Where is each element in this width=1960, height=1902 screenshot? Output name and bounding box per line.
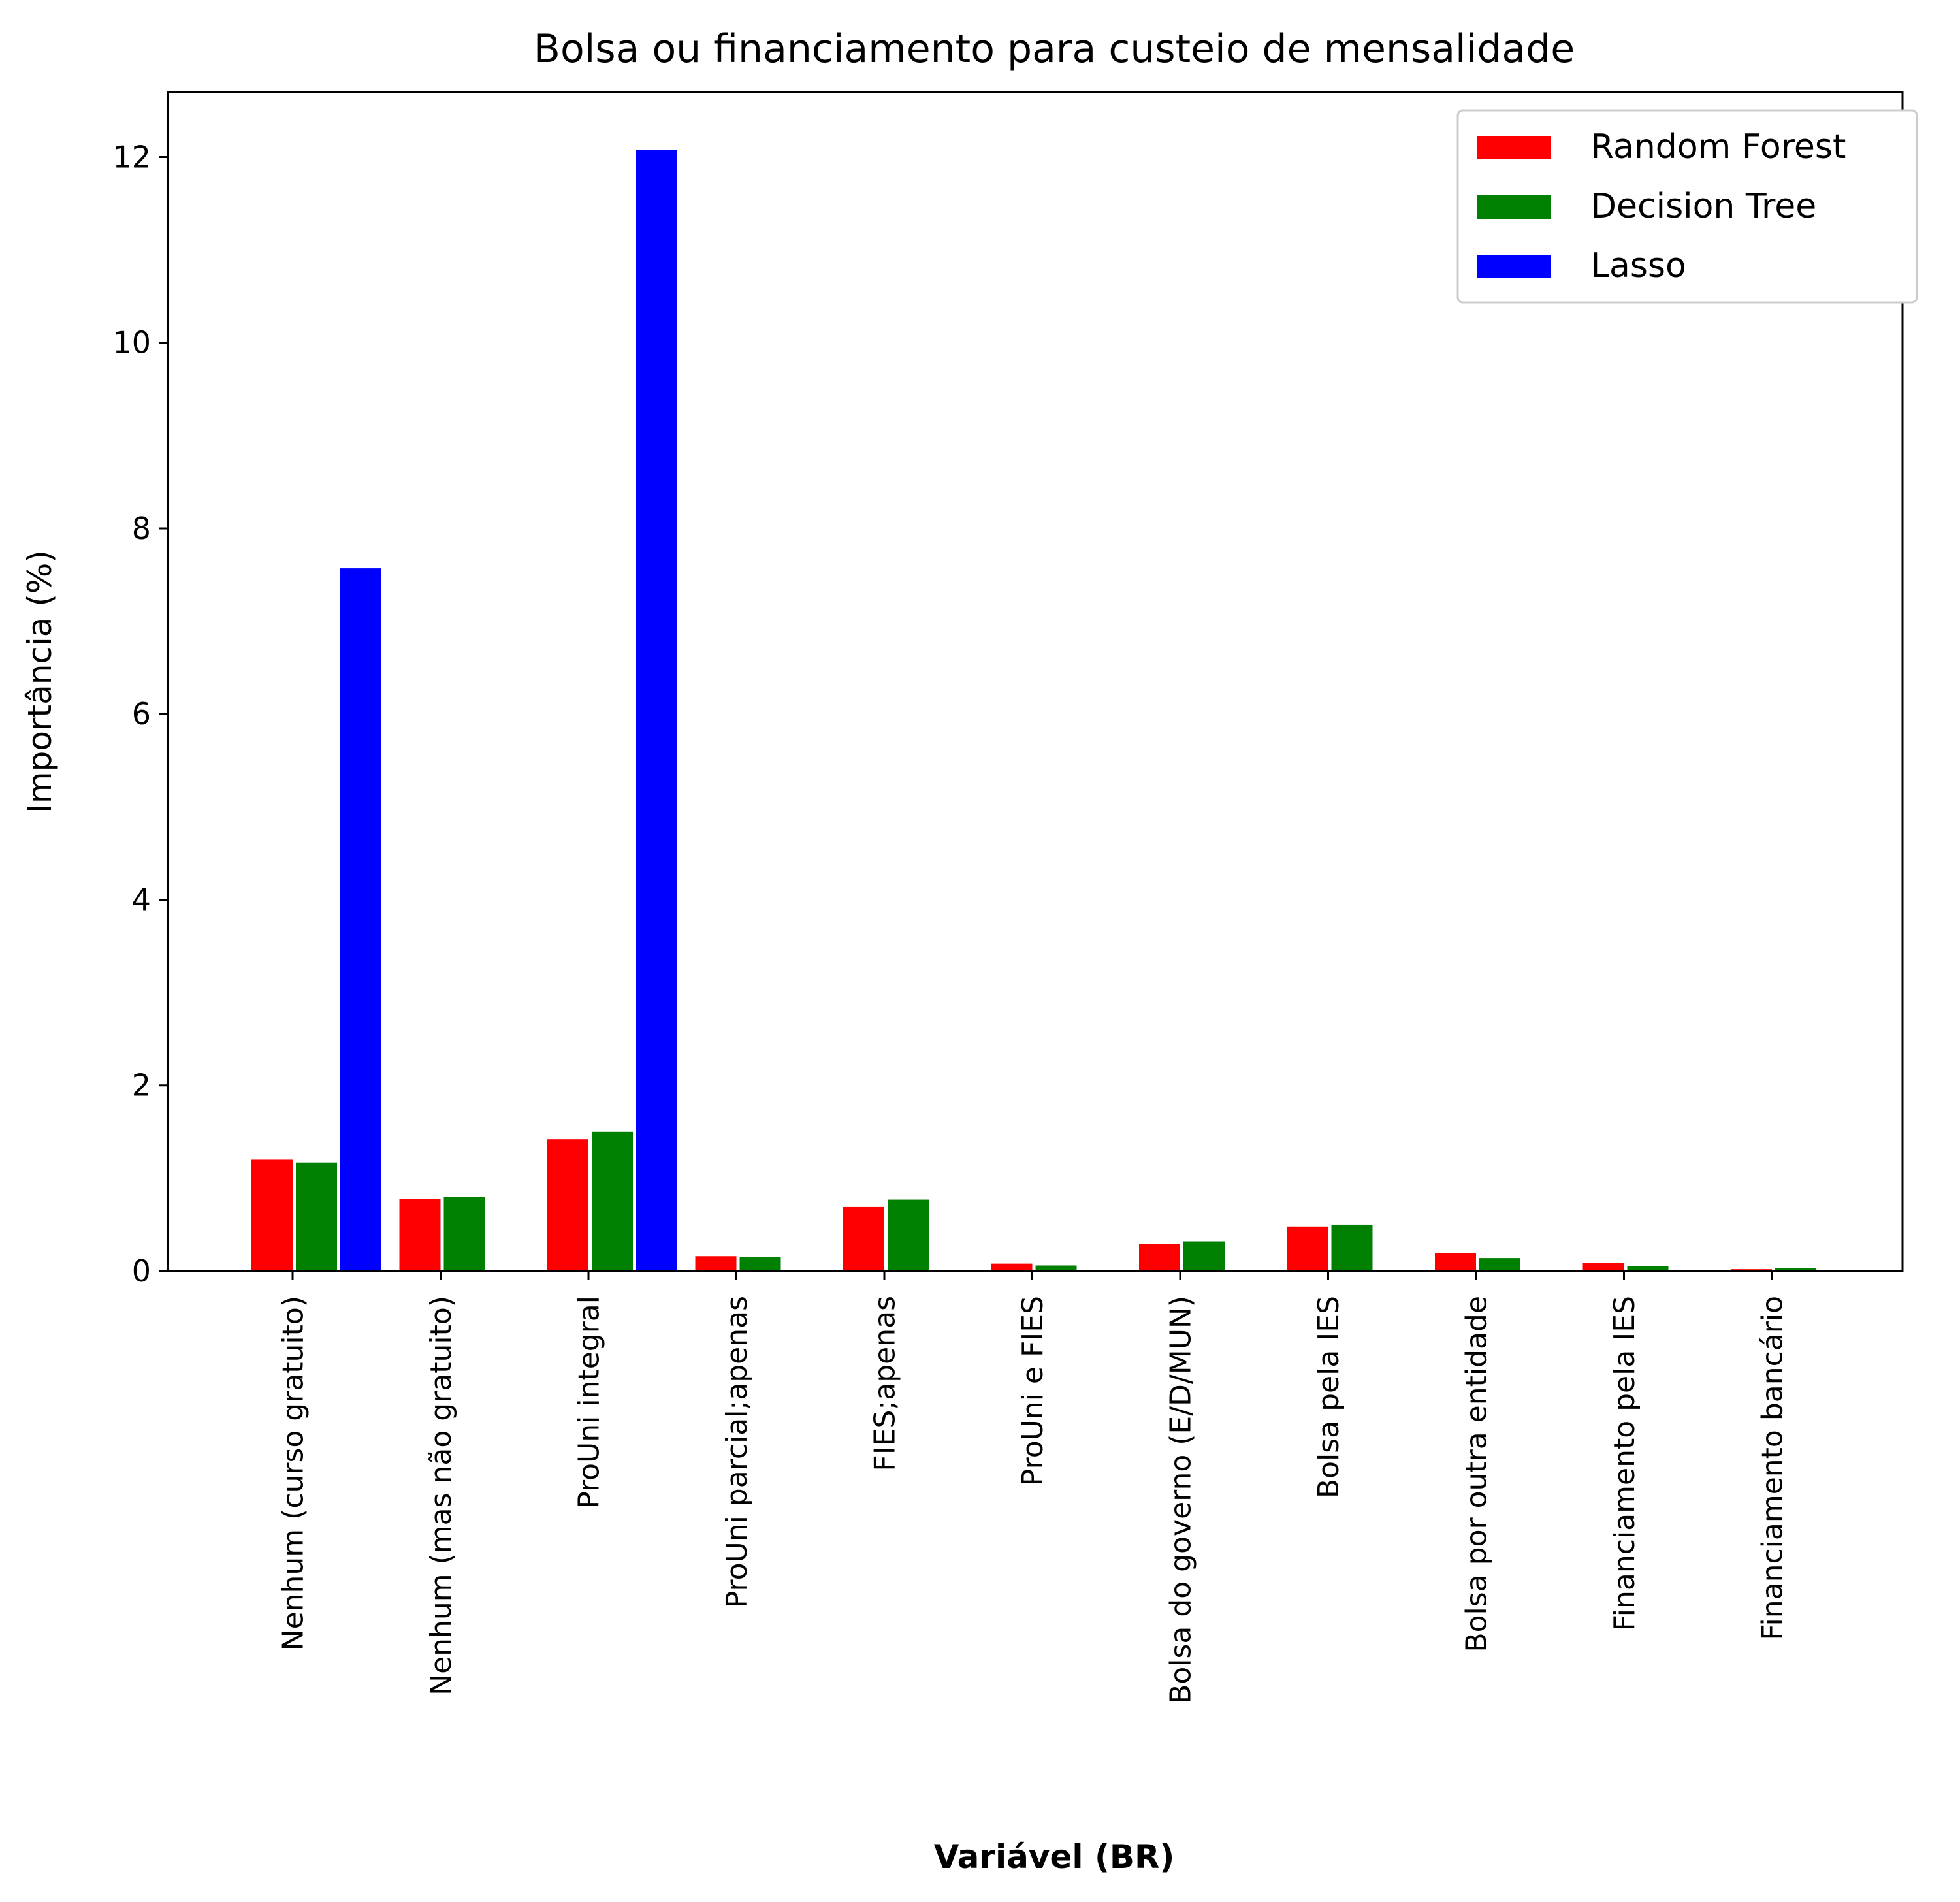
bars-group xyxy=(251,150,1816,1271)
bar-random-forest xyxy=(1287,1226,1328,1271)
legend-label: Decision Tree xyxy=(1590,187,1816,226)
x-tick-label: Financiamento pela IES xyxy=(1608,1296,1641,1631)
x-axis-label: Variável (BR) xyxy=(934,1838,1175,1876)
bar-decision-tree xyxy=(1627,1266,1669,1271)
x-axis-ticks: Nenhum (curso gratuito) Nenhum (mas não g… xyxy=(276,1271,1789,1704)
bar-random-forest xyxy=(399,1199,441,1271)
legend-label: Lasso xyxy=(1590,246,1686,285)
bar-decision-tree xyxy=(1035,1265,1077,1271)
axes-frame xyxy=(167,91,1904,1272)
bar-decision-tree xyxy=(1479,1258,1520,1271)
bar-decision-tree xyxy=(592,1131,633,1271)
y-tick-label: 10 xyxy=(112,325,151,361)
x-tick-label: Bolsa pela IES xyxy=(1312,1296,1345,1498)
y-tick-label: 4 xyxy=(132,882,151,917)
bar-decision-tree xyxy=(1331,1224,1373,1271)
x-tick-label: Bolsa por outra entidade xyxy=(1460,1296,1493,1652)
y-axis-label: Importância (%) xyxy=(21,550,59,813)
chart-title: Bolsa ou financiamento para custeio de m… xyxy=(534,26,1575,72)
y-tick-label: 2 xyxy=(132,1068,151,1103)
y-axis-ticks: 0 2 4 6 8 10 12 xyxy=(112,139,168,1289)
legend-swatch xyxy=(1477,136,1551,159)
bar-decision-tree xyxy=(443,1197,485,1271)
bar-random-forest xyxy=(843,1206,884,1271)
legend-label: Random Forest xyxy=(1590,127,1846,167)
x-tick-label: Nenhum (curso gratuito) xyxy=(276,1296,310,1651)
bar-random-forest xyxy=(1139,1244,1180,1271)
x-tick-label: Financiamento bancário xyxy=(1756,1296,1789,1641)
x-tick-label: Bolsa do governo (E/D/MUN) xyxy=(1164,1296,1197,1704)
bar-random-forest xyxy=(695,1256,737,1271)
bar-decision-tree xyxy=(296,1162,337,1271)
x-tick-label: Nenhum (mas não gratuito) xyxy=(425,1296,458,1696)
x-tick-label: ProUni parcial;apenas xyxy=(720,1296,754,1608)
bar-random-forest xyxy=(251,1159,293,1271)
bar-lasso xyxy=(636,150,677,1271)
bar-decision-tree xyxy=(888,1199,929,1271)
bar-decision-tree xyxy=(1775,1268,1816,1271)
bar-random-forest xyxy=(1582,1263,1624,1271)
legend: Random Forest Decision Tree Lasso xyxy=(1456,109,1918,304)
bar-lasso xyxy=(340,568,381,1271)
y-tick-label: 0 xyxy=(132,1253,151,1289)
bar-decision-tree xyxy=(1183,1241,1225,1271)
bar-random-forest xyxy=(991,1263,1033,1271)
bar-random-forest xyxy=(547,1139,588,1271)
x-tick-label: ProUni integral xyxy=(572,1296,605,1509)
bar-decision-tree xyxy=(739,1257,781,1271)
y-tick-label: 12 xyxy=(112,139,151,174)
x-tick-label: ProUni e FIES xyxy=(1016,1296,1050,1486)
legend-swatch xyxy=(1477,255,1551,278)
legend-swatch xyxy=(1477,195,1551,219)
legend-box xyxy=(1456,109,1918,304)
bar-random-forest xyxy=(1435,1253,1476,1271)
y-tick-label: 8 xyxy=(132,511,151,546)
x-tick-label: FIES;apenas xyxy=(868,1296,901,1472)
y-tick-label: 6 xyxy=(132,696,151,732)
